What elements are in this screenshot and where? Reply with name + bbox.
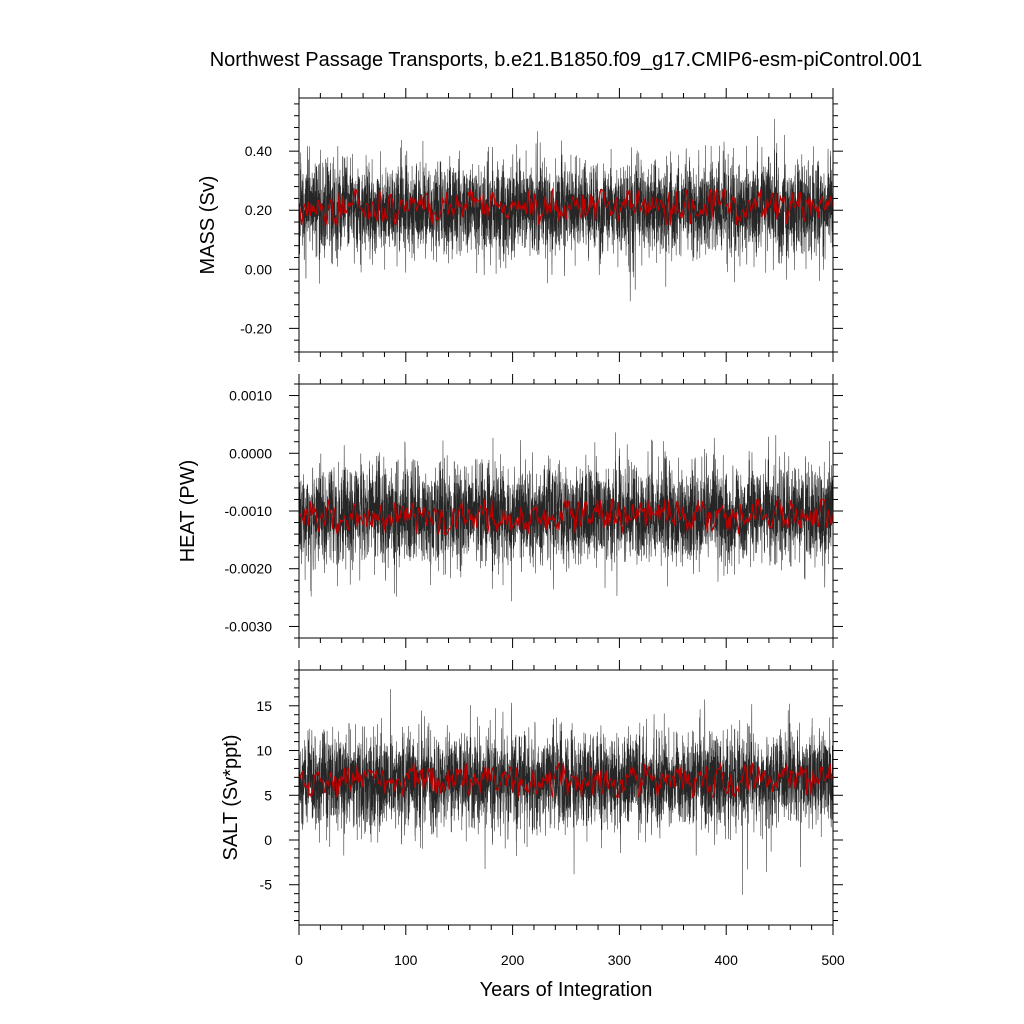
heat-smoothed-series-line xyxy=(299,497,833,535)
salt-smoothed-series-line xyxy=(299,760,833,800)
salt-raw-series-line xyxy=(299,689,833,895)
heat-y-tick-label: -0.0020 xyxy=(225,561,273,577)
mass-plot-frame xyxy=(298,97,834,353)
panel-mass: -0.20 0.00 0.20 0.40 MASS (Sv) xyxy=(197,88,843,362)
salt-plot-frame xyxy=(298,669,834,926)
heat-y-tick-label: 0.0000 xyxy=(229,445,272,461)
salt-y-tick-label: 15 xyxy=(256,698,272,714)
x-tick-label: 0 xyxy=(295,952,303,968)
x-axis-label: Years of Integration xyxy=(480,979,653,1001)
heat-y-tick-label: -0.0010 xyxy=(225,503,273,519)
salt-y-axis-label: SALT (Sv*ppt) xyxy=(220,735,242,861)
heat-y-axis-label: HEAT (PW) xyxy=(177,460,199,563)
x-tick-label: 500 xyxy=(821,952,845,968)
chart-title: Northwest Passage Transports, b.e21.B185… xyxy=(210,49,923,71)
heat-raw-series-line xyxy=(299,432,833,602)
x-tick-label: 100 xyxy=(394,952,418,968)
x-tick-label: 300 xyxy=(608,952,632,968)
salt-y-tick-label: 5 xyxy=(264,787,272,803)
salt-y-tick-label: 0 xyxy=(264,832,272,848)
x-tick-label: 400 xyxy=(715,952,739,968)
mass-y-axis-label: MASS (Sv) xyxy=(197,176,219,275)
mass-y-tick-label: -0.20 xyxy=(240,320,272,336)
heat-y-tick-label: -0.0030 xyxy=(225,618,273,634)
mass-smoothed-series-line xyxy=(299,187,833,227)
panels: -0.20 0.00 0.20 0.40 MASS (Sv) -0.0030 -0.0020… xyxy=(177,88,845,968)
x-tick-label: 200 xyxy=(501,952,525,968)
salt-y-tick-label: -5 xyxy=(260,877,273,893)
panel-heat: -0.0030 -0.0020 -0.0010 0.0000 0.0010 HEAT (P… xyxy=(177,374,843,648)
salt-y-tick-label: 10 xyxy=(256,743,272,759)
mass-raw-series-line xyxy=(299,118,833,302)
mass-y-tick-label: 0.00 xyxy=(245,261,272,277)
mass-y-tick-label: 0.20 xyxy=(245,202,272,218)
heat-y-tick-label: 0.0010 xyxy=(229,388,272,404)
panel-salt: -5 0 5 10 15 SALT (Sv*ppt) 0 100 200 300 400 500 xyxy=(220,660,845,968)
mass-y-tick-label: 0.40 xyxy=(245,143,272,159)
